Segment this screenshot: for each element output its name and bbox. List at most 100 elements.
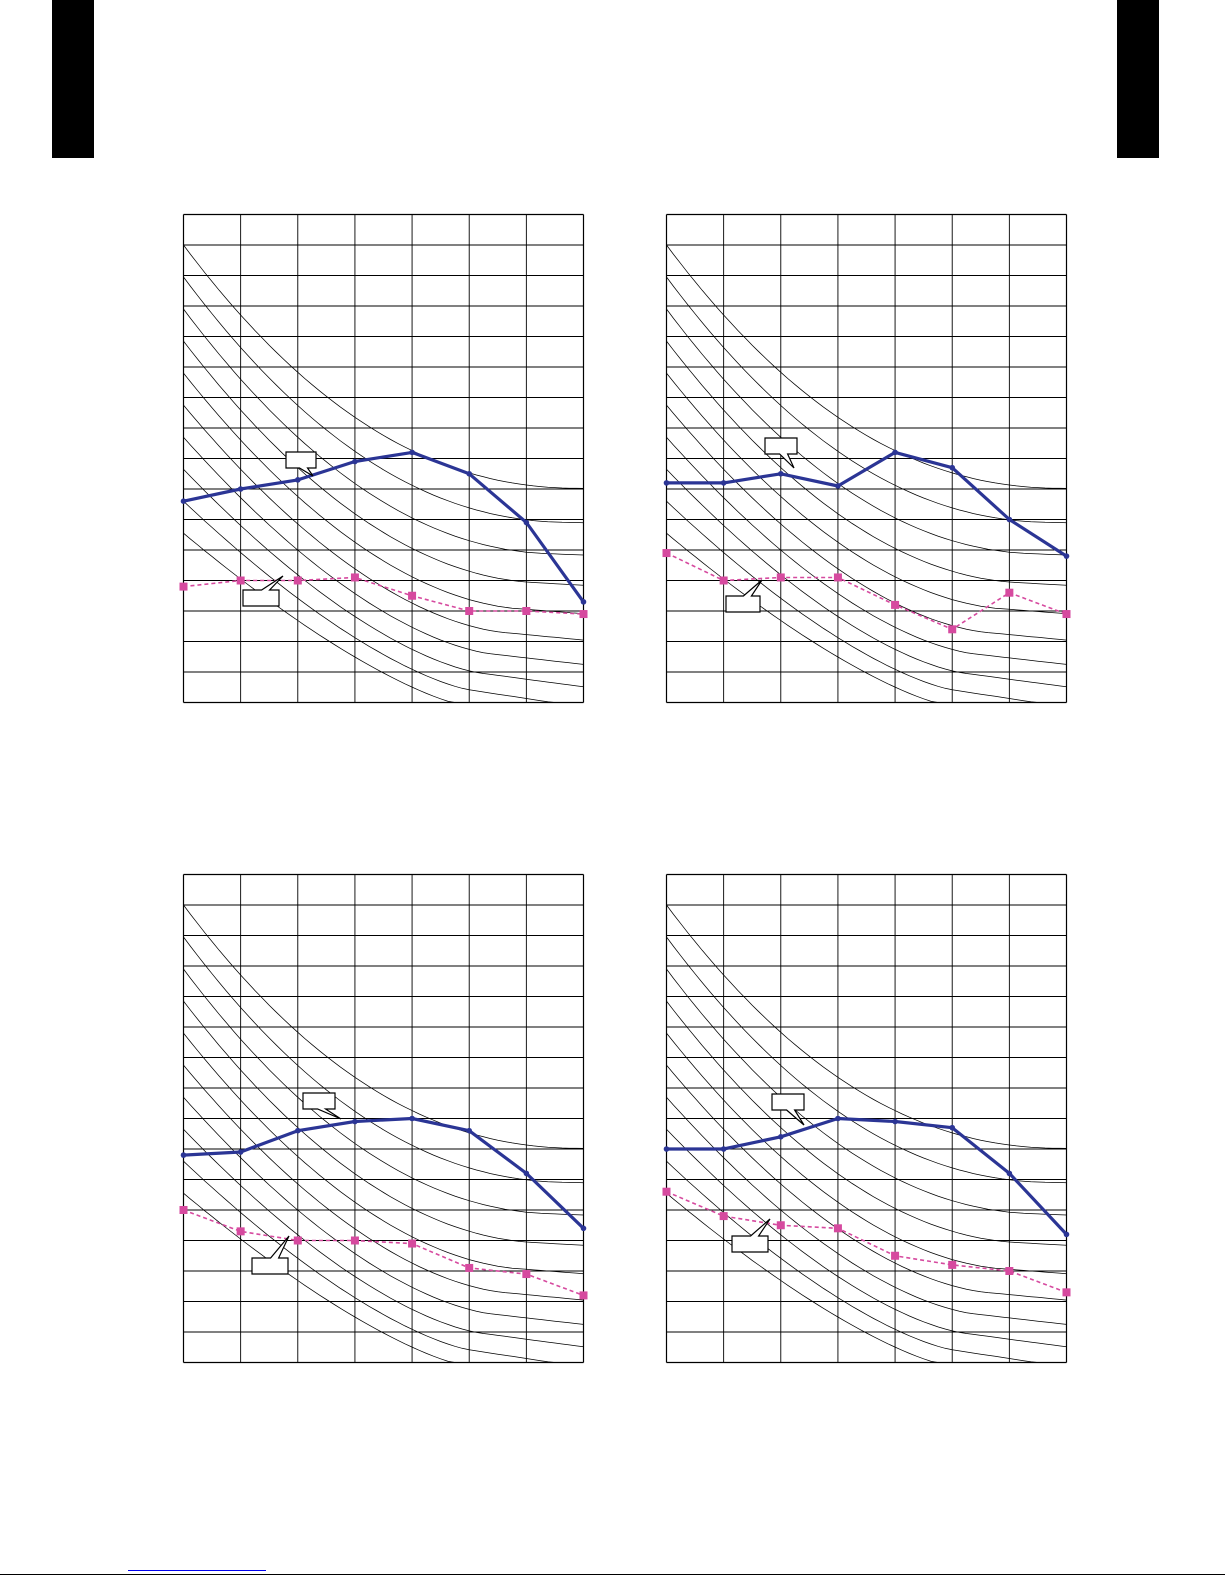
data-point-blue <box>949 464 956 471</box>
data-point-pink <box>719 1212 728 1221</box>
data-point-blue <box>409 1115 415 1122</box>
footer-rule <box>0 1574 1225 1575</box>
data-point-blue <box>580 599 587 605</box>
callout-box <box>725 579 763 613</box>
callout-box <box>731 1218 771 1253</box>
data-point-blue <box>777 470 784 477</box>
series-line-pink <box>666 552 1067 631</box>
reference-curve <box>666 1000 1067 1246</box>
chart-top-right <box>662 213 1071 704</box>
data-point-pink <box>891 600 900 609</box>
reference-curve <box>183 340 584 586</box>
series-line-blue <box>666 450 1068 558</box>
data-point-pink <box>465 1263 474 1272</box>
data-point-blue <box>580 1225 587 1232</box>
callout-box <box>251 1235 290 1275</box>
reference-curve <box>666 244 1067 489</box>
reference-curve <box>666 1032 1067 1275</box>
reference-curve <box>666 340 1067 586</box>
data-point-pink <box>408 591 417 600</box>
reference-curve <box>666 1160 1067 1363</box>
data-point-blue <box>892 1118 898 1125</box>
reference-curve <box>183 436 584 665</box>
reference-curve <box>183 968 584 1216</box>
data-point-blue <box>180 498 187 505</box>
data-point-blue <box>237 486 244 492</box>
data-point-blue <box>352 1118 358 1125</box>
reference-curve <box>183 1128 584 1348</box>
data-point-blue <box>523 1170 530 1177</box>
reference-curve <box>183 1032 584 1275</box>
callout-box <box>771 1093 805 1126</box>
data-point-pink <box>776 1221 785 1230</box>
reference-curve <box>183 308 584 556</box>
reference-curve <box>183 276 584 524</box>
reference-curve <box>666 1064 1067 1301</box>
black-tab-left <box>52 0 94 158</box>
data-point-pink <box>579 610 588 619</box>
reference-curve <box>666 308 1067 556</box>
data-point-pink <box>891 1251 900 1260</box>
series-line-blue <box>183 450 585 603</box>
chart-top-left <box>179 213 588 704</box>
reference-curve <box>183 1096 584 1325</box>
data-point-pink <box>236 1227 245 1236</box>
data-point-pink <box>776 573 785 582</box>
data-point-pink <box>662 549 671 558</box>
data-point-blue <box>663 480 670 486</box>
callout-box <box>242 575 284 607</box>
data-point-blue <box>237 1149 244 1155</box>
reference-curve <box>183 468 584 688</box>
data-point-pink <box>948 625 957 634</box>
data-point-pink <box>579 1291 588 1300</box>
reference-curve <box>666 1096 1067 1325</box>
data-point-blue <box>777 1134 784 1140</box>
data-point-blue <box>720 1146 727 1152</box>
data-point-pink <box>236 576 245 585</box>
data-point-pink <box>179 1206 188 1214</box>
data-point-blue <box>1006 516 1013 523</box>
data-point-pink <box>465 607 474 615</box>
footer-link-underline <box>128 1570 266 1571</box>
reference-curve <box>183 372 584 615</box>
data-point-blue <box>294 1127 301 1134</box>
data-point-pink <box>833 1224 842 1233</box>
data-point-blue <box>949 1124 956 1131</box>
data-point-pink <box>719 576 728 585</box>
chart-bottom-left <box>179 873 588 1364</box>
reference-curve <box>666 404 1067 641</box>
data-point-pink <box>1005 1267 1014 1275</box>
reference-curve <box>666 436 1067 665</box>
reference-curve <box>666 968 1067 1216</box>
reference-curve <box>183 1064 584 1301</box>
data-point-pink <box>662 1187 671 1196</box>
reference-curve <box>183 244 584 489</box>
reference-curve <box>183 904 584 1149</box>
callout-box <box>302 1092 342 1120</box>
series-line-blue <box>666 1116 1068 1236</box>
reference-curve <box>666 500 1067 703</box>
data-point-pink <box>1062 1288 1071 1297</box>
data-point-pink <box>1005 588 1014 597</box>
data-point-pink <box>350 1236 359 1245</box>
callout-box <box>285 451 317 477</box>
data-point-pink <box>1062 610 1071 619</box>
data-point-blue <box>892 449 898 456</box>
reference-curve <box>666 532 1067 703</box>
reference-curve <box>666 904 1067 1149</box>
data-point-pink <box>408 1239 417 1248</box>
chart-bottom-right <box>662 873 1071 1364</box>
reference-curve <box>183 532 584 703</box>
data-point-blue <box>523 519 530 526</box>
series-line-pink <box>183 1209 584 1297</box>
data-point-pink <box>833 573 842 582</box>
reference-curve <box>183 1000 584 1246</box>
reference-curve <box>666 1128 1067 1348</box>
series-line-pink <box>183 576 584 615</box>
reference-curve <box>183 500 584 703</box>
data-point-blue <box>409 449 415 456</box>
data-point-blue <box>1006 1170 1013 1177</box>
reference-curve <box>666 372 1067 615</box>
series-line-blue <box>183 1116 585 1230</box>
data-point-pink <box>948 1260 957 1269</box>
